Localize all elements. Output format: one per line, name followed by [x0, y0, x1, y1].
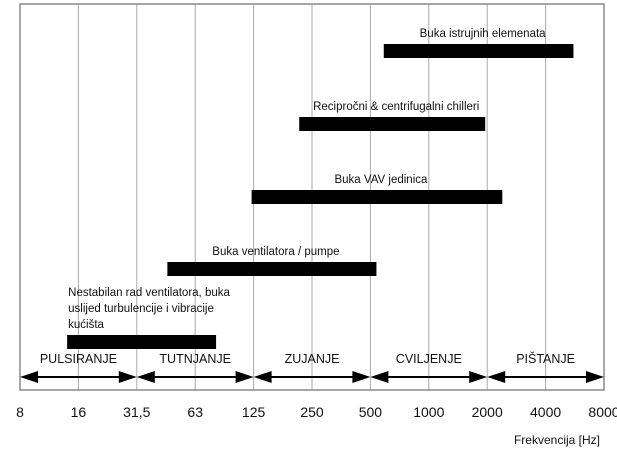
bar-label: Buka ventilatora / pumpe — [212, 246, 339, 258]
x-tick-label: 16 — [71, 404, 87, 420]
x-tick-label: 4000 — [530, 404, 561, 420]
band-arrow — [253, 371, 371, 383]
range-bar — [251, 190, 503, 204]
band-arrow — [20, 371, 137, 383]
bar-label: Recipročni & centrifugalni chilleri — [313, 101, 479, 113]
x-tick-label: 500 — [359, 404, 383, 420]
arrow-right-head-icon — [118, 371, 137, 383]
x-tick-label: 2000 — [472, 404, 503, 420]
arrow-left-head-icon — [20, 371, 38, 383]
range-bar — [167, 262, 377, 276]
bar-label: uslijed turbulencije i vibracije — [68, 303, 214, 315]
bar-label: kućišta — [68, 319, 104, 331]
band-label: PIŠTANJE — [516, 351, 575, 366]
arrow-left-head-icon — [136, 371, 155, 383]
band-label: PULSIRANJE — [40, 352, 117, 366]
x-tick-label: 1000 — [413, 404, 444, 420]
arrow-left-head-icon — [370, 371, 389, 383]
band-label: CVILJENJE — [396, 352, 462, 366]
plot-frame — [19, 3, 605, 391]
arrow-right-head-icon — [235, 371, 254, 383]
range-bar — [299, 117, 486, 131]
x-tick-label: 63 — [187, 404, 203, 420]
x-tick-label: 250 — [300, 404, 324, 420]
arrow-right-head-icon — [469, 371, 488, 383]
arrow-left-head-icon — [487, 371, 506, 383]
range-bar — [67, 335, 217, 349]
x-tick-label: 31,5 — [123, 404, 150, 420]
x-tick-label: 8 — [16, 404, 24, 420]
x-tick-label: 125 — [242, 404, 266, 420]
arrow-right-head-icon — [586, 371, 604, 383]
range-bar — [383, 44, 574, 58]
band-label: ZUJANJE — [285, 352, 340, 366]
arrow-left-head-icon — [253, 371, 272, 383]
arrow-right-head-icon — [352, 371, 371, 383]
bar-label: Buka istrujnih elemenata — [420, 28, 547, 40]
bar-label: Buka VAV jedinica — [334, 174, 428, 186]
bar-label: Nestabilan rad ventilatora, buka — [68, 287, 230, 299]
band-label: TUTNJANJE — [159, 352, 231, 366]
x-tick-label: 8000 — [588, 404, 617, 420]
x-axis-label: Frekvencija [Hz] — [514, 433, 600, 447]
band-arrow — [487, 371, 604, 383]
band-arrow — [136, 371, 254, 383]
band-arrow — [370, 371, 488, 383]
